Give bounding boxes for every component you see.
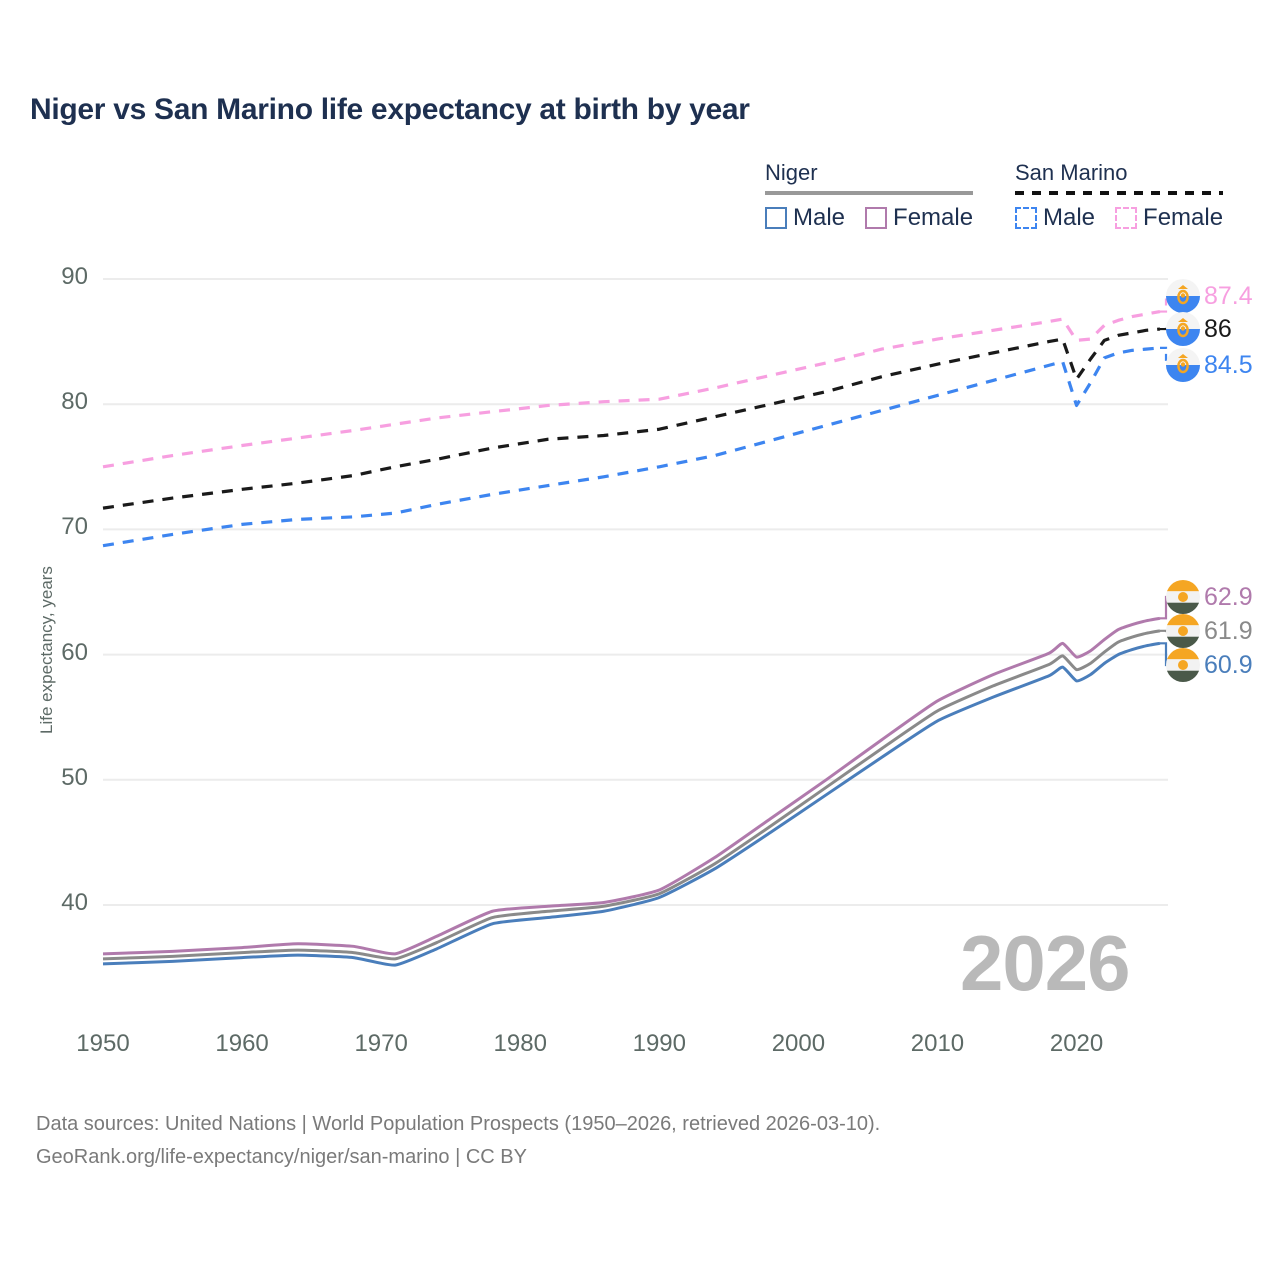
flag-badge-niger [1166, 614, 1200, 648]
y-tick-70: 70 [61, 513, 88, 541]
series-line-san-marino-total [102, 327, 1161, 510]
end-label-value: 62.9 [1204, 583, 1253, 611]
legend-swatch-icon [765, 207, 787, 229]
x-tick-1980: 1980 [493, 1030, 547, 1057]
end-label-value: 87.4 [1204, 282, 1253, 310]
series-line-niger-female [102, 616, 1161, 956]
legend-swatch-icon [865, 207, 888, 229]
x-tick-2000: 2000 [771, 1030, 826, 1057]
chart-legend: Niger Male Female San Marino Male Female [750, 160, 1250, 240]
legend-country-name: Niger [765, 160, 818, 185]
legend-item-san-marino-male[interactable]: Male [1015, 204, 1095, 232]
series-line-niger-male [102, 641, 1161, 967]
flag-badge-san-marino [1166, 312, 1200, 346]
year-watermark: 2026 [960, 919, 1131, 1007]
end-label-value: 84.5 [1204, 351, 1253, 379]
footer-attribution: GeoRank.org/life-expectancy/niger/san-ma… [36, 1146, 527, 1168]
x-tick-2010: 2010 [910, 1030, 965, 1057]
series-line-san-marino-male [102, 346, 1161, 548]
legend-group-san-marino: San Marino Male Female [1015, 160, 1224, 232]
flag-badge-san-marino [1166, 348, 1200, 382]
legend-item-label: Male [793, 204, 846, 231]
page-title: Niger vs San Marino life expectancy at b… [30, 93, 750, 126]
series-line-san-marino-female [102, 309, 1161, 469]
y-tick-60: 60 [61, 638, 88, 666]
legend-item-niger-male[interactable]: Male [765, 204, 845, 232]
legend-country-rule [765, 191, 974, 195]
x-tick-1950: 1950 [76, 1030, 130, 1057]
legend-group-niger: Niger Male Female [765, 160, 974, 232]
y-tick-50: 50 [61, 763, 88, 791]
footer-sources: Data sources: United Nations | World Pop… [36, 1113, 881, 1135]
y-tick-90: 90 [61, 263, 88, 290]
series-line-niger-total [102, 629, 1161, 961]
legend-item-san-marino-female[interactable]: Female [1115, 204, 1223, 232]
legend-item-niger-female[interactable]: Female [865, 204, 973, 232]
chart-footer: Data sources: United Nations | World Pop… [36, 1108, 880, 1174]
flag-badge-niger [1166, 648, 1200, 682]
x-tick-1960: 1960 [215, 1030, 269, 1057]
y-tick-80: 80 [61, 388, 88, 416]
end-label-value: 60.9 [1204, 651, 1253, 679]
legend-item-label: Female [893, 204, 974, 231]
x-tick-1990: 1990 [632, 1030, 686, 1057]
legend-country-rule [1015, 191, 1224, 195]
end-label-value: 61.9 [1204, 617, 1253, 645]
legend-swatch-icon [1115, 207, 1138, 229]
flag-badge-san-marino [1166, 279, 1200, 313]
y-tick-40: 40 [61, 889, 88, 916]
legend-item-label: Male [1043, 204, 1096, 231]
legend-items: Male Female [1015, 204, 1223, 232]
legend-items: Male Female [765, 204, 973, 232]
legend-item-label: Female [1143, 204, 1224, 231]
flag-badge-niger [1166, 580, 1200, 614]
end-label-value: 86 [1204, 315, 1232, 343]
x-tick-2020: 2020 [1049, 1030, 1104, 1057]
x-tick-1970: 1970 [354, 1030, 408, 1057]
legend-country-name: San Marino [1015, 160, 1128, 185]
legend-swatch-icon [1015, 207, 1037, 229]
